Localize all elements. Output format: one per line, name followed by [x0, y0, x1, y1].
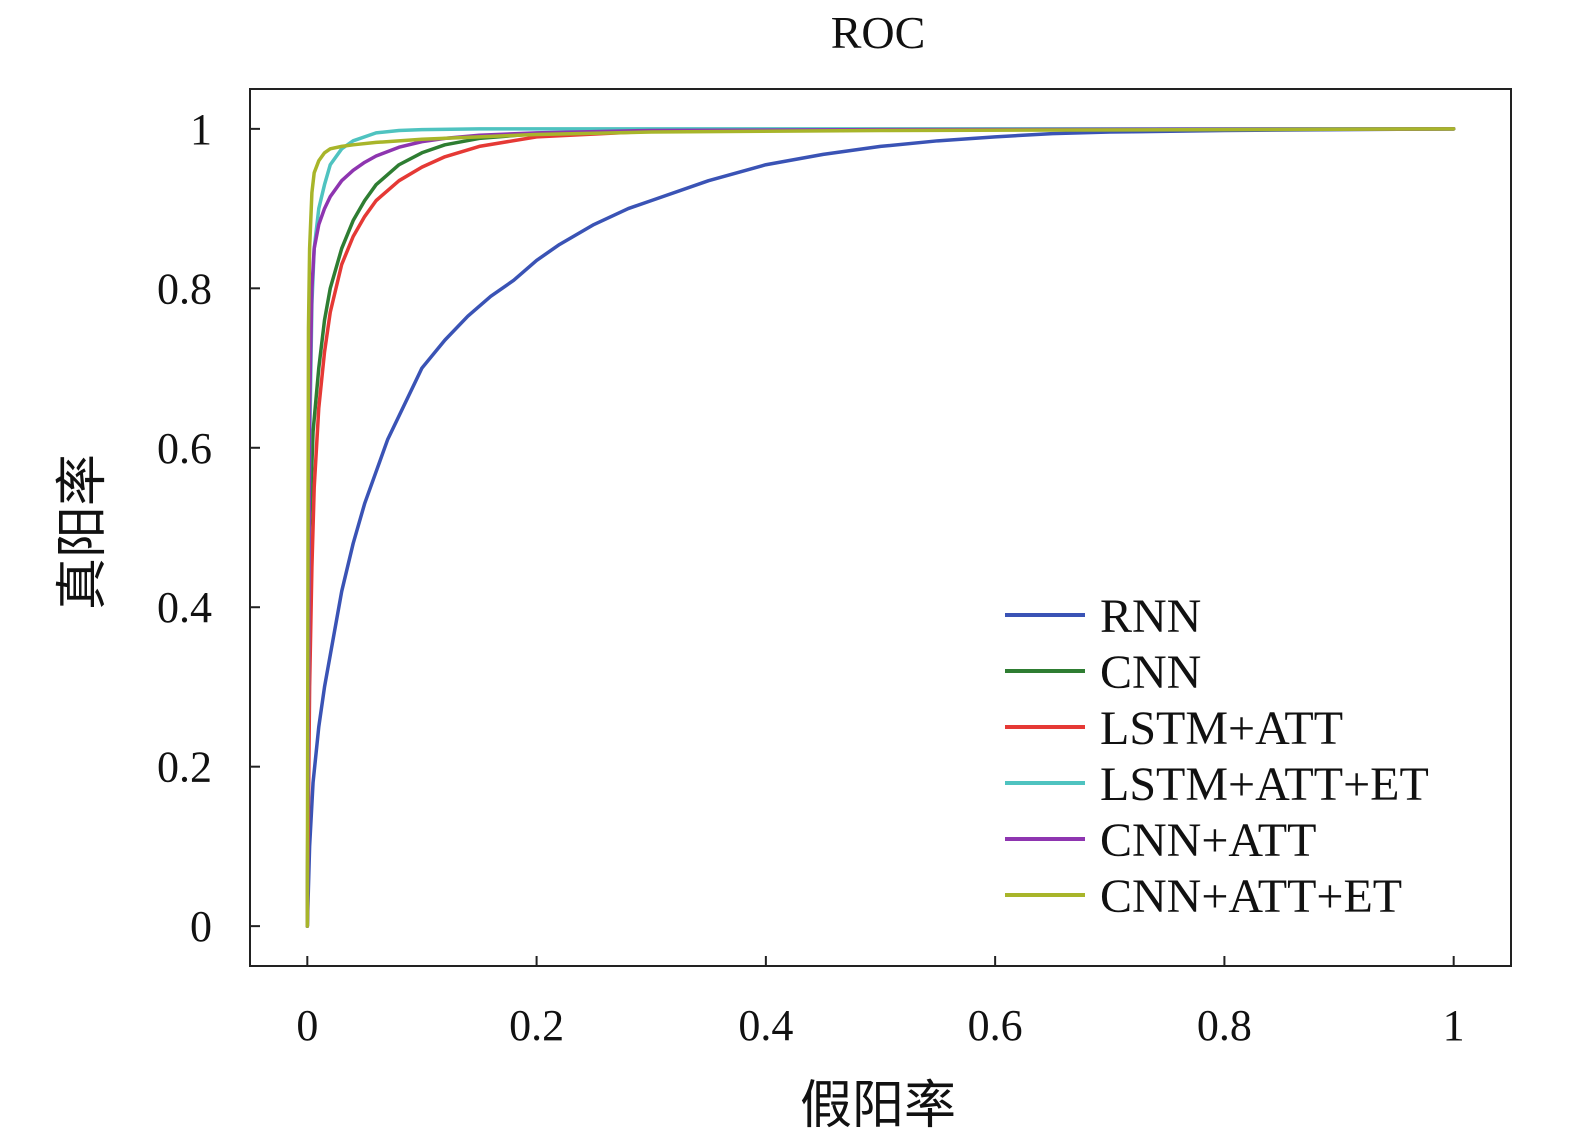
- x-tick-label: 1: [1443, 1001, 1465, 1050]
- legend-label: CNN+ATT+ET: [1100, 870, 1402, 923]
- x-tick-label: 0.4: [738, 1001, 793, 1050]
- series-line-rnn: [305, 127, 1456, 928]
- x-axis-label: 假阳率: [800, 1078, 956, 1135]
- y-axis-ticks: 0 0.2 0.4 0.6 0.8 1: [157, 105, 260, 951]
- series-line-cnn-att-et: [305, 127, 1456, 928]
- legend-label: CNN: [1100, 646, 1201, 699]
- y-axis-label: 真阳率: [55, 454, 112, 610]
- legend: RNNCNNLSTM+ATTLSTM+ATT+ETCNN+ATTCNN+ATT+…: [1005, 590, 1429, 923]
- x-tick-label: 0.8: [1197, 1001, 1252, 1050]
- chart-title: ROC: [831, 7, 926, 58]
- x-tick-label: 0.2: [509, 1001, 564, 1050]
- y-tick-label: 0: [190, 902, 212, 951]
- x-axis-ticks: 0 0.2 0.4 0.6 0.8 1: [296, 956, 1465, 1050]
- plot-frame: [249, 88, 1512, 967]
- series-lines: [305, 127, 1456, 928]
- y-tick-label: 0.2: [157, 743, 212, 792]
- y-tick-label: 0.4: [157, 583, 212, 632]
- x-tick-label: 0: [296, 1001, 318, 1050]
- legend-label: RNN: [1100, 590, 1201, 643]
- legend-label: CNN+ATT: [1100, 814, 1316, 867]
- legend-label: LSTM+ATT: [1100, 702, 1343, 755]
- y-tick-label: 1: [190, 105, 212, 154]
- x-tick-label: 0.6: [968, 1001, 1023, 1050]
- y-tick-label: 0.8: [157, 264, 212, 313]
- legend-label: LSTM+ATT+ET: [1100, 758, 1429, 811]
- series-line-lstm-att: [305, 127, 1456, 928]
- y-tick-label: 0.6: [157, 424, 212, 473]
